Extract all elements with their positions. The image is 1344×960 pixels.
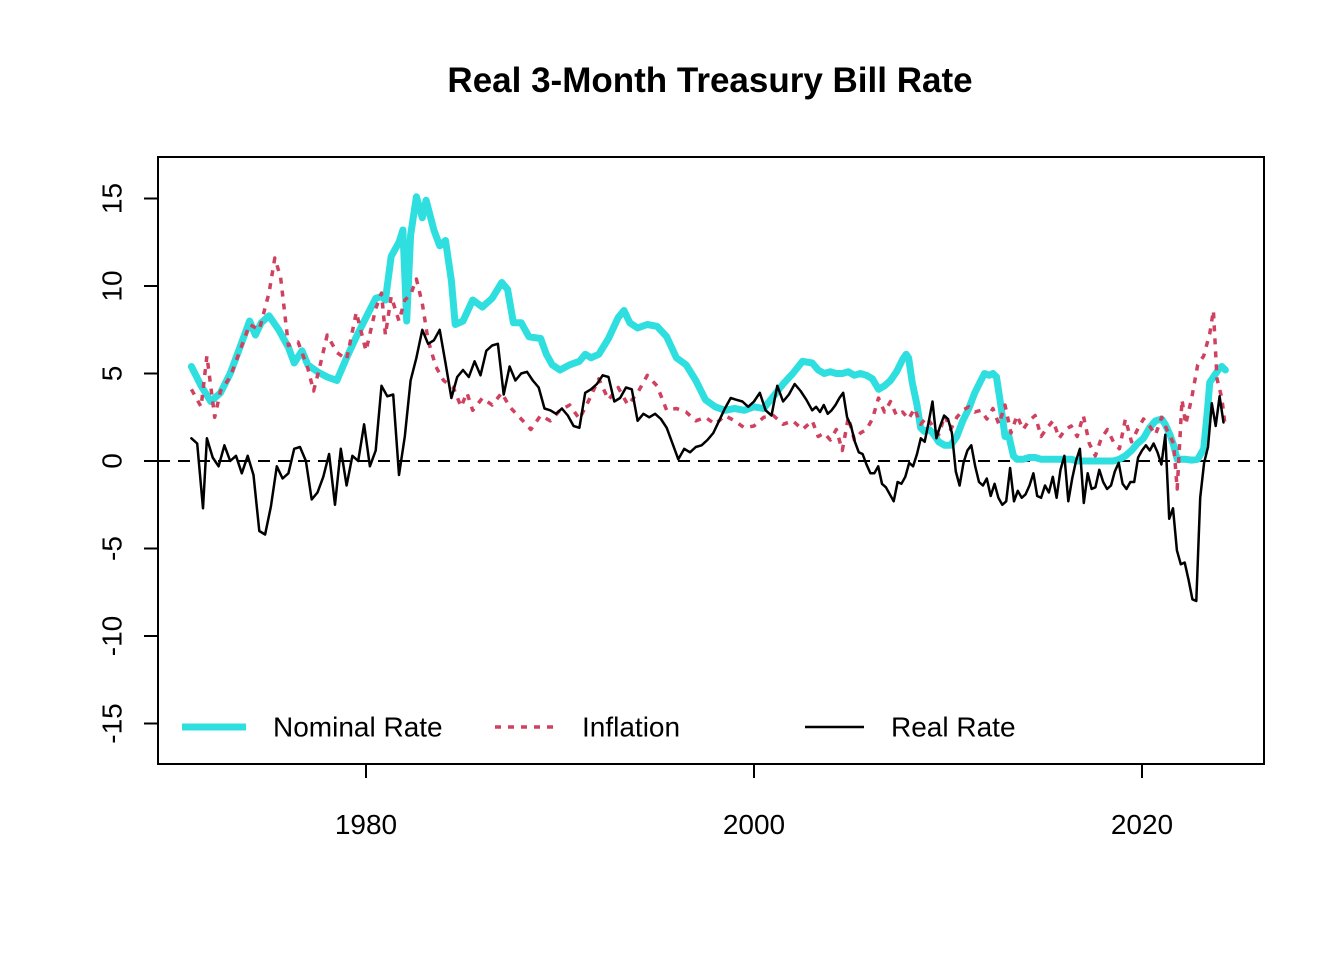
x-tick-label: 2000 <box>723 809 785 840</box>
y-tick-label: -15 <box>97 703 128 743</box>
y-tick-label: -5 <box>97 536 128 561</box>
legend: Nominal Rate Inflation Real Rate <box>182 712 1016 743</box>
y-tick-label: 5 <box>97 366 128 382</box>
series-line-nominal-rate <box>187 193 1229 465</box>
x-tick-label: 2020 <box>1111 809 1173 840</box>
y-tick-label: 10 <box>97 270 128 301</box>
series-line-inflation <box>189 256 1228 491</box>
legend-label: Nominal Rate <box>273 712 443 743</box>
legend-label: Real Rate <box>891 712 1016 743</box>
y-tick-label: 15 <box>97 183 128 214</box>
y-axis: 15 10 5 0 -5 -10 -15 <box>97 183 159 744</box>
y-tick-label: 0 <box>97 453 128 469</box>
y-tick-label: -10 <box>97 616 128 656</box>
series-line-real-rate <box>190 328 1225 603</box>
x-axis: 1980 2000 2020 <box>335 763 1173 840</box>
legend-label: Inflation <box>582 712 680 743</box>
x-tick-label: 1980 <box>335 809 397 840</box>
chart-title: Real 3-Month Treasury Bill Rate <box>447 61 972 100</box>
